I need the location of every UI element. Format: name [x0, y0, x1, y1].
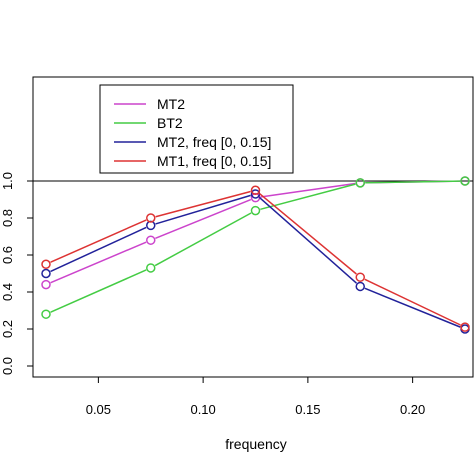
series-segment [155, 190, 251, 218]
legend-item: BT2 [114, 115, 183, 131]
data-point [250, 205, 261, 216]
data-point [41, 279, 51, 290]
series-segment [154, 212, 252, 267]
data-point [146, 213, 156, 223]
data-point [41, 268, 51, 279]
data-point [41, 259, 51, 269]
x-axis-title: frequency [225, 436, 286, 452]
y-tick-label: 0.2 [0, 320, 15, 338]
legend-box [99, 84, 294, 174]
y-tick-label: 0.0 [0, 357, 15, 375]
series-segment [260, 182, 356, 198]
data-point [146, 235, 156, 245]
legend-label: MT2 [157, 96, 185, 112]
y-tick-label: 0.6 [0, 246, 15, 264]
y-tick-label: 1.0 [0, 172, 15, 190]
data-point [355, 178, 365, 188]
y-tick-label: 0.8 [0, 209, 15, 227]
legend-label: MT1, freq [0, 0.15] [157, 153, 271, 169]
data-point [460, 322, 470, 332]
series-segment [155, 198, 252, 240]
data-point [355, 272, 365, 282]
series-segment [260, 183, 356, 211]
legend-item: MT2, freq [0, 0.15] [114, 134, 271, 150]
series-4 [41, 185, 470, 332]
series-segment [50, 226, 147, 273]
data-point [355, 281, 365, 292]
legend-item: MT1, freq [0, 0.15] [114, 153, 271, 169]
legend-item: MT2 [114, 96, 185, 112]
data-point [460, 176, 470, 186]
legend-label: MT2, freq [0, 0.15] [157, 134, 271, 150]
plot-frame [32, 76, 474, 378]
series-segment [50, 241, 147, 284]
data-point [250, 185, 261, 195]
y-tick-label: 0.4 [0, 283, 15, 301]
data-point [146, 263, 156, 273]
series-2 [41, 176, 470, 319]
series-segment [155, 194, 251, 225]
legend-label: BT2 [157, 115, 183, 131]
series-segment [364, 287, 461, 328]
series-segment [258, 192, 357, 275]
data-point [41, 309, 51, 319]
series-3 [41, 189, 470, 334]
series-segment [50, 269, 147, 313]
x-tick-label: 0.05 [86, 402, 111, 417]
series-segment [258, 196, 357, 284]
x-tick-label: 0.20 [400, 402, 425, 417]
series-segment [364, 278, 461, 326]
series-segment [365, 180, 461, 184]
x-tick-label: 0.10 [190, 402, 215, 417]
series-segment [50, 219, 147, 263]
x-tick-label: 0.15 [295, 402, 320, 417]
